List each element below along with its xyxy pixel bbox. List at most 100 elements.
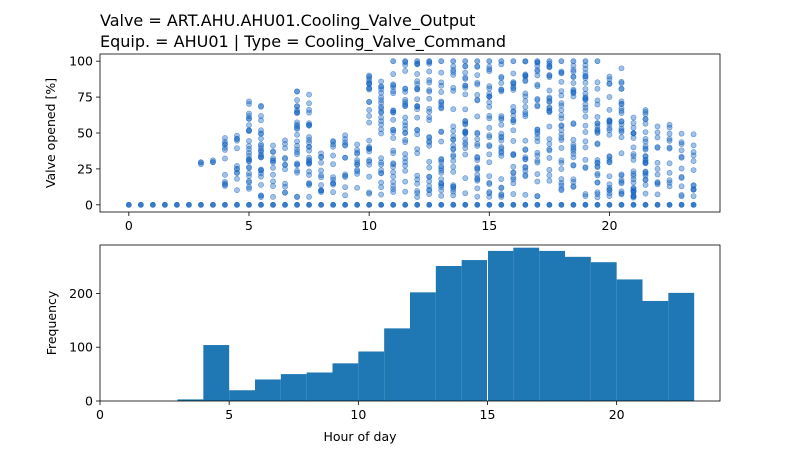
scatter-point [366,190,373,197]
scatter-point [282,183,288,190]
scatter-point [522,146,529,153]
scatter-point [330,138,337,145]
histogram-x-tick-label: 15 [480,407,496,422]
scatter-point [594,160,601,166]
scatter-point [522,156,529,163]
scatter-point [474,81,481,88]
scatter-point [306,193,312,200]
scatter-point [486,189,493,195]
scatter-point [318,189,324,195]
scatter-point [558,100,565,107]
scatter-point [246,157,252,164]
scatter-point [450,145,457,152]
scatter-point [666,137,673,144]
scatter-point [450,58,457,65]
scatter-point [426,58,433,65]
scatter-point [306,100,312,107]
scatter-point [558,88,565,94]
scatter-x-tick-label: 15 [481,218,497,233]
scatter-point [414,146,421,152]
scatter-point [546,155,553,161]
scatter-point [546,94,553,101]
scatter-x-tick-label: 10 [361,218,377,233]
scatter-point [558,131,565,138]
scatter-point [282,201,288,208]
scatter-point [690,186,697,193]
scatter-point [558,187,565,194]
scatter-point [342,201,349,208]
scatter-point [354,141,361,148]
scatter-point [294,142,300,149]
scatter-point [294,162,300,168]
scatter-point [342,174,349,180]
scatter-point [450,157,457,164]
scatter-point [558,180,565,186]
scatter-point [342,192,349,199]
scatter-point [678,165,685,172]
scatter-point [462,82,469,89]
scatter-point [462,58,469,65]
scatter-point [618,125,625,132]
scatter-point [402,119,409,126]
histogram-x-tick-label: 5 [225,407,233,422]
scatter-point [510,127,517,134]
scatter-point [510,70,517,77]
scatter-point [690,158,697,164]
scatter-point [618,177,625,184]
scatter-point [366,99,373,105]
scatter-point [330,180,337,186]
scatter-point [486,181,493,187]
scatter-point [234,201,240,208]
scatter-point [498,130,505,137]
scatter-point [642,169,649,176]
scatter-point [462,75,469,82]
scatter-point [582,101,589,108]
scatter-point [570,80,577,86]
scatter-point [474,136,481,142]
scatter-point [570,154,577,161]
chart-title-line-1: Valve = ART.AHU.AHU01.Cooling_Valve_Outp… [100,11,475,31]
scatter-point [426,68,433,75]
scatter-point [258,194,264,201]
scatter-point [474,185,481,192]
scatter-point [546,107,553,114]
scatter-point [558,112,565,119]
scatter-point [570,144,577,150]
scatter-point [450,152,457,158]
scatter-point [462,63,469,70]
scatter-point [234,187,240,194]
scatter-point [294,201,300,208]
scatter-point [258,117,264,124]
scatter-point [642,143,649,150]
scatter-point [318,167,324,174]
scatter-point [690,193,697,200]
scatter-point [462,190,469,197]
scatter-point [258,154,264,161]
scatter-point [486,66,493,73]
scatter-point [618,121,625,128]
scatter-point [474,154,481,160]
scatter-point [594,58,601,65]
scatter-point [438,138,445,145]
scatter-point [414,81,421,87]
scatter-points [125,58,697,208]
scatter-point [306,201,312,208]
scatter-point [402,167,409,174]
scatter-point [594,85,601,92]
scatter-point [630,130,637,137]
scatter-point [486,68,493,74]
scatter-point [558,166,565,172]
scatter-point [378,114,385,121]
scatter-point [570,145,577,152]
scatter-point [246,127,252,134]
scatter-point [294,123,300,130]
scatter-point [558,122,565,129]
histogram-bar [435,265,462,401]
scatter-point [486,83,493,90]
scatter-point [462,151,469,158]
scatter-point [606,193,613,199]
scatter-point [426,114,433,120]
scatter-point [414,96,421,103]
scatter-point [522,72,529,79]
